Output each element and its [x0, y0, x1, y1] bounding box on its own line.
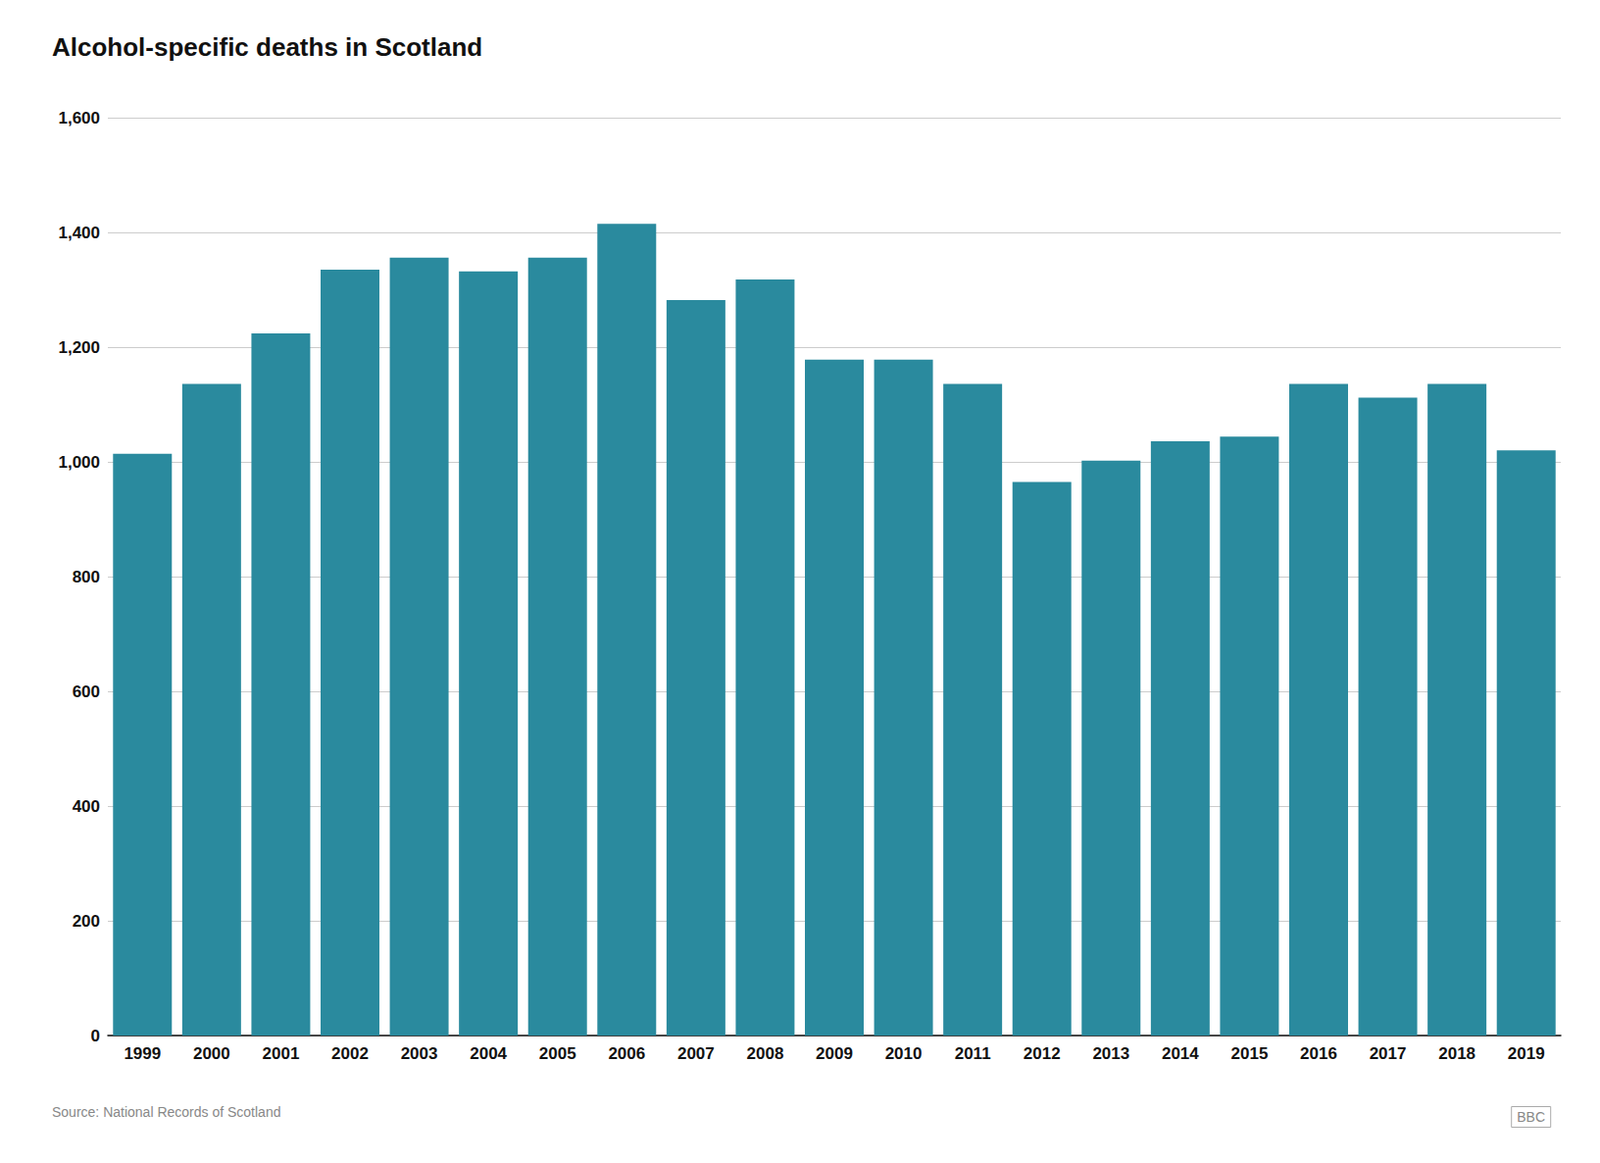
svg-text:2002: 2002 — [331, 1044, 369, 1063]
svg-text:2010: 2010 — [885, 1044, 923, 1063]
svg-text:600: 600 — [72, 682, 100, 701]
svg-text:1999: 1999 — [123, 1044, 161, 1063]
svg-text:1,600: 1,600 — [57, 108, 100, 128]
svg-text:2013: 2013 — [1092, 1044, 1130, 1063]
svg-text:1,200: 1,200 — [57, 338, 100, 357]
svg-text:2019: 2019 — [1507, 1044, 1546, 1063]
svg-text:2006: 2006 — [607, 1044, 646, 1063]
svg-text:2003: 2003 — [400, 1044, 439, 1063]
svg-text:1,000: 1,000 — [57, 452, 100, 472]
svg-text:Alcohol-specific deaths in Sco: Alcohol-specific deaths in Scotland — [51, 32, 483, 62]
svg-text:2001: 2001 — [262, 1044, 300, 1063]
svg-text:800: 800 — [72, 567, 100, 587]
svg-text:BBC: BBC — [1516, 1108, 1546, 1125]
svg-text:2018: 2018 — [1438, 1044, 1476, 1063]
svg-text:2012: 2012 — [1023, 1044, 1061, 1063]
svg-text:200: 200 — [72, 911, 100, 931]
svg-text:1,400: 1,400 — [57, 223, 100, 243]
svg-text:2017: 2017 — [1369, 1044, 1407, 1063]
svg-text:400: 400 — [72, 797, 100, 816]
svg-text:2009: 2009 — [815, 1044, 853, 1063]
svg-text:2007: 2007 — [677, 1044, 715, 1063]
svg-text:2000: 2000 — [193, 1044, 231, 1063]
svg-text:2014: 2014 — [1161, 1044, 1200, 1063]
svg-text:2005: 2005 — [539, 1044, 577, 1063]
svg-text:2016: 2016 — [1300, 1044, 1338, 1063]
svg-text:0: 0 — [91, 1026, 100, 1046]
svg-text:2004: 2004 — [469, 1044, 507, 1063]
svg-text:Source: National Records of Sc: Source: National Records of Scotland — [51, 1103, 281, 1120]
svg-text:2008: 2008 — [747, 1044, 785, 1063]
svg-text:2011: 2011 — [954, 1044, 992, 1063]
svg-text:2015: 2015 — [1231, 1044, 1269, 1063]
